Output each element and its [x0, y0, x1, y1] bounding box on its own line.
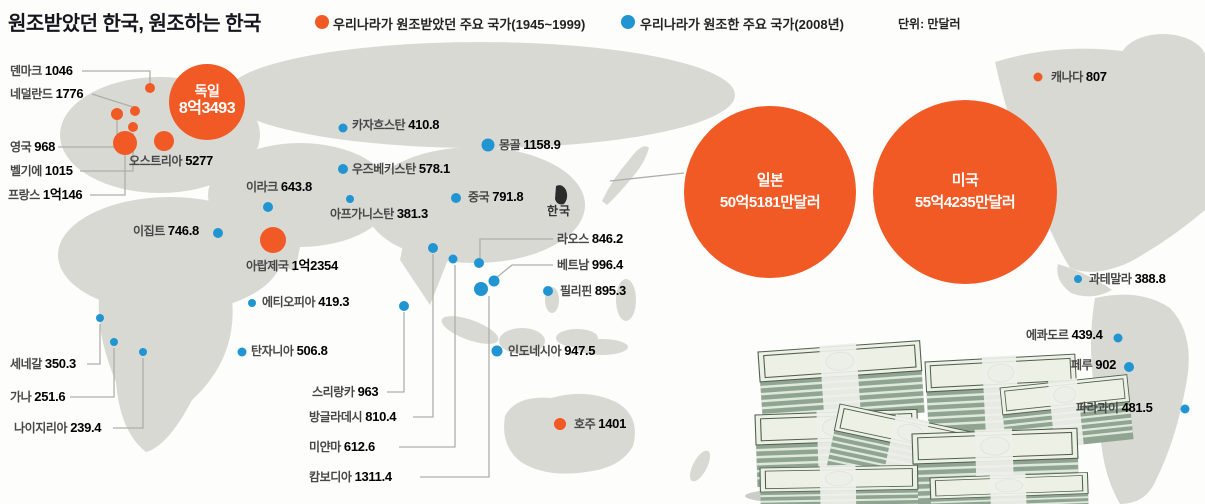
label-laos: 라오스 846.2 — [557, 231, 623, 247]
label-peru: 페루 902 — [1071, 357, 1117, 373]
label-bangladesh: 방글라데시 810.4 — [309, 409, 397, 425]
dot-belgium — [128, 122, 138, 132]
label-mongolia: 몽골 1158.9 — [499, 137, 561, 153]
dot-netherlands — [130, 106, 140, 116]
label-uk: 영국 968 — [10, 139, 56, 155]
dot-bangladesh — [428, 243, 438, 253]
label-srilanka: 스리랑카 963 — [312, 384, 379, 400]
legend-given-dot-icon — [621, 15, 635, 29]
dot-iraq — [263, 202, 273, 212]
label-kazakhstan: 카자흐스탄 410.8 — [352, 117, 440, 133]
label-cambodia: 캄보디아 1311.4 — [309, 469, 392, 485]
dot-tanzania — [237, 347, 247, 357]
label-australia: 호주 1401 — [574, 416, 627, 432]
unit-label: 단위: 만달러 — [898, 17, 961, 31]
dot-uzbekistan — [338, 164, 348, 174]
label-denmark: 덴마크 1046 — [10, 63, 73, 79]
dot-srilanka — [399, 301, 409, 311]
page-title: 원조받았던 한국, 원조하는 한국 — [8, 13, 261, 35]
label-ethiopia: 에티오피아 419.3 — [262, 294, 350, 310]
dot-myanmar — [448, 254, 458, 264]
korea-peninsula — [555, 185, 568, 205]
circle-arab-states — [260, 227, 286, 253]
korea-label: 한국 — [547, 204, 572, 218]
label-philippines: 필리핀 895.3 — [560, 283, 626, 299]
japan-circle-label: 일본 50억5181만달러 — [690, 170, 850, 214]
dot-laos — [474, 258, 484, 268]
usa-name: 미국 — [951, 172, 979, 189]
leader-lines — [58, 70, 685, 478]
germany-name: 독일 — [194, 83, 220, 99]
legend-given-label: 우리나라가 원조한 주요 국가(2008년) — [640, 17, 844, 32]
label-afghanistan: 아프가니스탄 381.3 — [330, 206, 428, 222]
circle-france — [113, 131, 137, 155]
dot-afghanistan — [346, 195, 354, 203]
label-uzbekistan: 우즈베키스탄 578.1 — [352, 161, 450, 177]
label-myanmar: 미얀마 612.6 — [309, 439, 375, 455]
label-arab-states: 아랍제국 1억2354 — [246, 258, 338, 274]
dot-uk — [111, 108, 123, 120]
label-canada: 캐나다 807 — [1051, 69, 1107, 85]
label-tanzania: 탄자니아 506.8 — [251, 343, 328, 359]
circle-japan — [684, 106, 856, 278]
japan-name: 일본 — [756, 172, 784, 189]
legend-received-dot-icon — [315, 15, 329, 29]
dot-ghana — [110, 338, 118, 346]
germany-value: 8억3493 — [178, 100, 236, 117]
dot-guatemala — [1074, 275, 1082, 283]
dot-mongolia — [481, 138, 495, 152]
label-iraq: 이라크 643.8 — [246, 179, 312, 195]
dot-nigeria — [139, 348, 147, 356]
japan-value: 50억5181만달러 — [719, 194, 821, 211]
label-egypt: 이집트 746.8 — [133, 223, 199, 239]
label-ecuador: 에콰도르 439.4 — [1026, 327, 1103, 343]
label-france: 프랑스 1억146 — [8, 187, 83, 203]
circle-germany — [169, 64, 245, 140]
label-vietnam: 베트남 996.4 — [557, 257, 623, 273]
dot-china — [451, 193, 461, 203]
label-china: 중국 791.8 — [468, 189, 524, 205]
dot-cambodia — [474, 282, 488, 296]
dot-indonesia — [491, 345, 503, 357]
label-nigeria: 나이지리아 239.4 — [14, 420, 102, 436]
dot-philippines — [543, 286, 553, 296]
label-netherlands: 네덜란드 1776 — [10, 86, 84, 102]
dot-australia — [554, 418, 566, 430]
legend-received-label: 우리나라가 원조받았던 주요 국가(1945~1999) — [333, 17, 586, 32]
dot-egypt — [213, 228, 223, 238]
dot-denmark — [145, 83, 155, 93]
dot-peru — [1124, 362, 1134, 372]
dot-vietnam — [488, 275, 500, 287]
dot-ethiopia — [248, 299, 256, 307]
label-senegal: 세네갈 350.3 — [10, 356, 76, 372]
given-markers — [96, 123, 1190, 414]
dot-ecuador — [1113, 333, 1123, 343]
dot-canada — [1033, 72, 1043, 82]
circle-usa — [873, 100, 1057, 284]
label-guatemala: 과테말라 388.8 — [1089, 271, 1166, 287]
label-belgium: 벨기에 1015 — [10, 163, 73, 179]
dot-senegal — [96, 314, 104, 322]
dot-kazakhstan — [338, 123, 348, 133]
usa-value: 55억4235만달러 — [914, 194, 1016, 211]
received-markers — [111, 64, 1057, 430]
label-paraguay: 파라과이 481.5 — [1076, 400, 1153, 416]
label-indonesia: 인도네시아 947.5 — [508, 343, 596, 359]
dot-paraguay — [1180, 404, 1190, 414]
usa-circle-label: 미국 55억4235만달러 — [885, 170, 1045, 214]
label-austria: 오스트리아 5277 — [129, 153, 213, 169]
label-ghana: 가나 251.6 — [10, 389, 66, 405]
germany-circle-label: 독일 8억3493 — [147, 82, 267, 118]
money-stacks-illustration — [745, 338, 1135, 504]
circle-austria — [154, 131, 174, 151]
